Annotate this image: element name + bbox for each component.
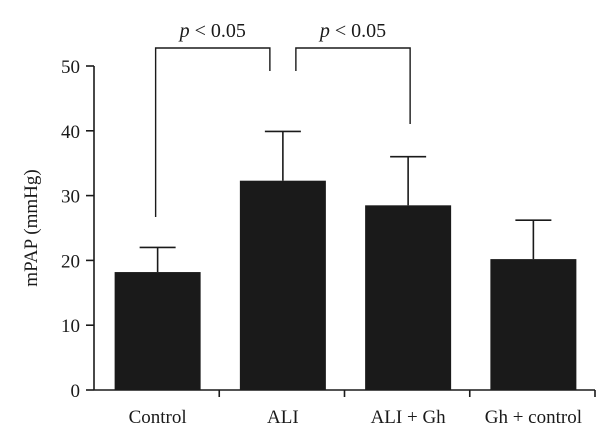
y-tick-label: 30 xyxy=(61,187,80,208)
error-bars xyxy=(139,130,552,273)
bar xyxy=(365,205,452,390)
y-tick-label: 40 xyxy=(61,122,80,143)
significance-brackets xyxy=(154,47,411,217)
x-tick-label: Control xyxy=(129,407,187,428)
y-tick-label: 0 xyxy=(71,381,81,402)
labels: 0 10 20 30 40 50 mPAP (mmHg) Control ALI ALI + Gh… xyxy=(21,20,582,428)
significance-bracket xyxy=(295,47,411,124)
y-tick-label: 50 xyxy=(61,57,80,78)
x-tick-label: ALI xyxy=(267,407,299,428)
bars xyxy=(114,180,577,390)
x-tick-label: Gh + control xyxy=(485,407,582,428)
significance-bracket xyxy=(154,47,271,217)
significance-label: p < 0.05 xyxy=(318,20,386,42)
significance-label: p < 0.05 xyxy=(178,20,246,42)
bar xyxy=(114,272,201,390)
bar xyxy=(239,180,326,390)
y-tick-label: 10 xyxy=(61,316,80,337)
x-tick-label: ALI + Gh xyxy=(371,407,447,428)
y-tick-label: 20 xyxy=(61,251,80,272)
y-axis-title: mPAP (mmHg) xyxy=(21,169,42,286)
bar xyxy=(490,259,577,390)
